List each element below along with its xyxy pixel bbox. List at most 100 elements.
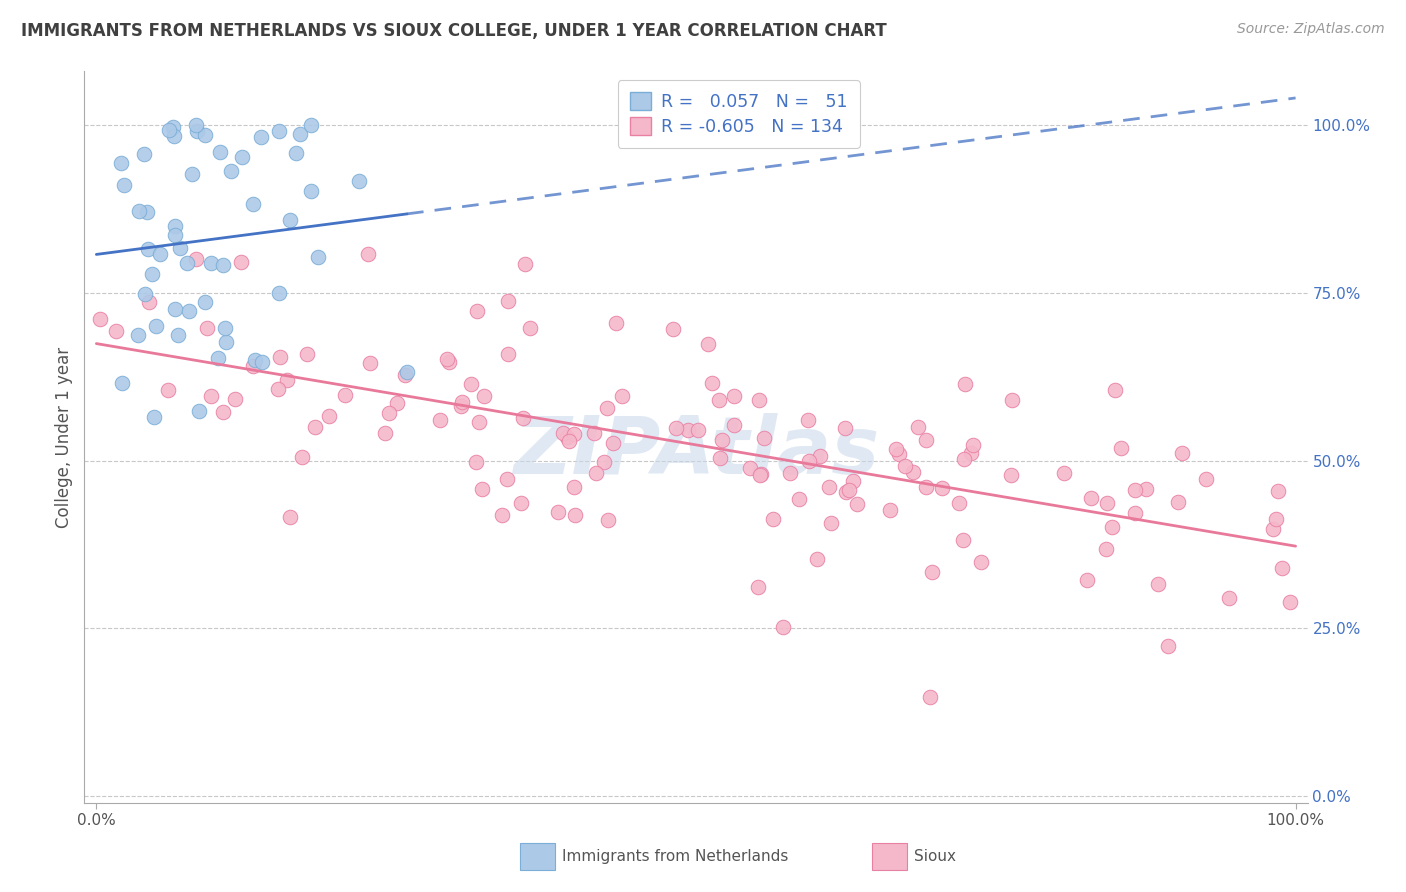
Point <box>808 449 831 463</box>
Point <box>585 467 607 481</box>
Point <box>163 129 186 144</box>
Point <box>953 452 976 467</box>
Point <box>110 156 132 170</box>
Point <box>952 533 974 548</box>
Point <box>1000 467 1022 482</box>
Point <box>138 295 160 310</box>
Point <box>359 356 381 370</box>
Point <box>1053 466 1076 480</box>
Point <box>1080 491 1102 506</box>
Point <box>465 455 488 469</box>
Point <box>1279 594 1302 608</box>
Point <box>357 247 380 261</box>
Point <box>242 196 264 211</box>
Point <box>214 320 236 334</box>
Point <box>1123 483 1146 497</box>
Point <box>547 506 569 520</box>
Point <box>612 389 634 403</box>
Text: IMMIGRANTS FROM NETHERLANDS VS SIOUX COLLEGE, UNDER 1 YEAR CORRELATION CHART: IMMIGRANTS FROM NETHERLANDS VS SIOUX COL… <box>21 22 887 40</box>
Point <box>1271 561 1294 575</box>
Point <box>335 387 357 401</box>
Point <box>186 123 208 137</box>
Point <box>1095 496 1118 510</box>
Point <box>465 304 488 318</box>
Point <box>437 354 460 368</box>
Point <box>1123 506 1146 520</box>
Point <box>747 580 769 594</box>
Text: Sioux: Sioux <box>914 849 956 863</box>
Legend: R =   0.057   N =   51, R = -0.605   N = 134: R = 0.057 N = 51, R = -0.605 N = 134 <box>617 80 860 148</box>
Point <box>948 496 970 510</box>
Point <box>242 359 264 373</box>
Point <box>1171 446 1194 460</box>
Point <box>184 118 207 132</box>
Point <box>894 459 917 474</box>
Point <box>602 435 624 450</box>
Point <box>219 164 242 178</box>
Point <box>709 392 731 407</box>
Point <box>564 508 586 522</box>
Point <box>879 503 901 517</box>
Point <box>748 393 770 408</box>
Point <box>184 252 207 266</box>
Point <box>738 461 761 475</box>
Point <box>605 317 627 331</box>
Point <box>662 321 685 335</box>
Point <box>207 351 229 365</box>
Point <box>450 394 472 409</box>
Point <box>555 430 578 444</box>
Point <box>1261 522 1284 536</box>
Point <box>970 555 993 569</box>
Point <box>288 127 311 141</box>
Point <box>596 401 619 416</box>
Point <box>787 491 810 506</box>
Point <box>762 512 785 526</box>
Point <box>472 389 495 403</box>
Point <box>163 301 186 316</box>
Point <box>299 184 322 198</box>
Point <box>519 320 541 334</box>
Point <box>267 124 290 138</box>
Point <box>496 347 519 361</box>
Point <box>195 320 218 334</box>
Point <box>665 421 688 435</box>
Point <box>299 118 322 132</box>
Point <box>907 420 929 434</box>
Point <box>224 392 246 406</box>
Point <box>278 509 301 524</box>
Point <box>134 286 156 301</box>
Point <box>243 353 266 368</box>
Point <box>1109 441 1132 455</box>
Point <box>562 426 585 441</box>
Point <box>157 123 180 137</box>
Point <box>208 145 231 159</box>
Point <box>820 516 842 531</box>
Point <box>510 496 533 510</box>
Point <box>295 346 318 360</box>
Point <box>162 120 184 134</box>
Point <box>723 418 745 433</box>
Point <box>834 421 856 435</box>
Point <box>467 415 489 429</box>
Point <box>136 242 159 256</box>
Point <box>269 351 291 365</box>
Point <box>143 410 166 425</box>
Point <box>752 432 775 446</box>
Point <box>915 479 938 493</box>
Text: Source: ZipAtlas.com: Source: ZipAtlas.com <box>1237 22 1385 37</box>
Point <box>697 336 720 351</box>
Point <box>710 433 733 447</box>
Point <box>212 405 235 419</box>
Point <box>772 619 794 633</box>
Point <box>748 468 770 483</box>
Point <box>921 565 943 579</box>
Point <box>842 474 865 488</box>
Point <box>188 404 211 418</box>
Point <box>1101 519 1123 533</box>
Point <box>1267 483 1289 498</box>
Point <box>112 178 135 192</box>
Point <box>887 447 910 461</box>
Point <box>134 146 156 161</box>
Point <box>252 355 274 369</box>
Point <box>395 365 418 379</box>
